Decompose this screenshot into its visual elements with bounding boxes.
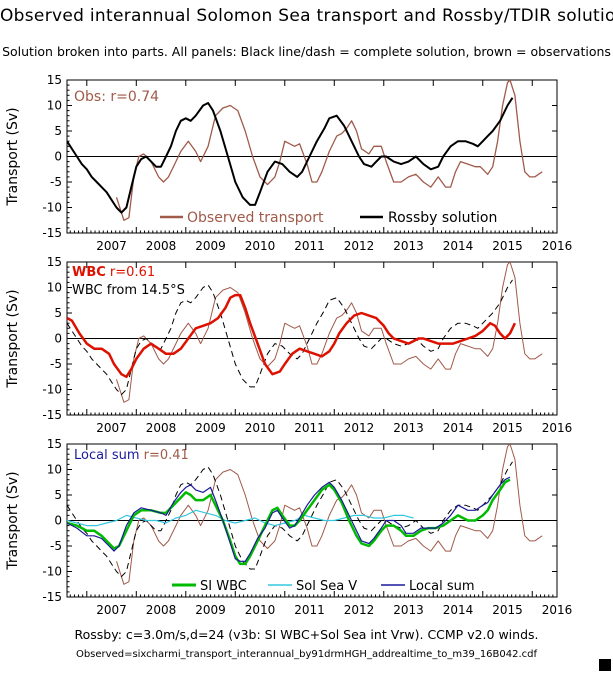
x-tick-label: 2014 <box>443 239 474 253</box>
x-tick-label: 2008 <box>146 239 177 253</box>
series-sol-sea-v <box>67 509 414 527</box>
y-tick-label: 15 <box>47 255 62 269</box>
chart-title: Observed interannual Solomon Sea transpo… <box>0 6 613 26</box>
y-tick-label: 5 <box>54 124 62 138</box>
panel-top: -15 -10 -5 0 5 10 15 2007 2008 2009 2010 2011 2012 20… <box>5 73 572 253</box>
y-tick-label: -5 <box>50 357 62 371</box>
legend-label-local-sum: Local sum <box>409 579 475 594</box>
y-tick-label: -5 <box>50 539 62 553</box>
y-tick-label: -10 <box>42 565 62 579</box>
x-tick-label: 2013 <box>393 239 424 253</box>
y-tick-label: 10 <box>47 281 62 295</box>
x-tick-label: 2011 <box>294 603 325 617</box>
y-tick-label: 0 <box>54 514 62 528</box>
legend-label-observed: Observed transport <box>187 210 324 226</box>
footer-rossby-note: Rossby: c=3.0m/s,d=24 (v3b: SI WBC+Sol S… <box>74 627 539 642</box>
x-tick-label: 2008 <box>146 421 177 435</box>
series-rossby-solution <box>67 97 514 214</box>
series-rossby-solution <box>67 461 513 578</box>
x-tick-label: 2015 <box>492 239 523 253</box>
y-axis-label: Transport (Sv) <box>5 107 21 206</box>
legend-label-sol-sea-v: Sol Sea V <box>296 579 357 594</box>
x-tick-label: 2009 <box>195 421 226 435</box>
x-tick-label: 2010 <box>245 603 276 617</box>
x-tick-label: 2007 <box>96 603 127 617</box>
x-tick-label: 2010 <box>245 239 276 253</box>
panel-middle: -15 -10 -5 0 5 10 15 2007 2008 2009 2010 2011 2012 20… <box>5 255 572 435</box>
y-tick-label: -10 <box>42 201 62 215</box>
x-tick-label: 2007 <box>96 421 127 435</box>
y-tick-label: 15 <box>47 437 62 451</box>
x-tick-label: 2008 <box>146 603 177 617</box>
x-tick-label: 2009 <box>195 603 226 617</box>
footer-observed-file: Observed=sixcharmi_transport_interannual… <box>75 649 538 660</box>
annotation-wbc-from: WBC from 14.5°S <box>72 283 185 298</box>
x-tick-label: 2013 <box>393 603 424 617</box>
y-tick-label: 5 <box>54 306 62 320</box>
series-observed-transport <box>115 80 543 221</box>
annotation-obs-r: Obs: r=0.74 <box>74 89 159 105</box>
series-observed-transport <box>116 444 543 585</box>
legend-label-si-wbc: SI WBC <box>200 579 247 594</box>
y-axis-label: Transport (Sv) <box>5 289 21 388</box>
y-tick-label: -10 <box>42 383 62 397</box>
y-tick-label: 5 <box>54 488 62 502</box>
y-tick-label: -15 <box>42 226 62 240</box>
x-tick-label: 2015 <box>492 421 523 435</box>
y-tick-label: -15 <box>42 408 62 422</box>
x-tick-label: 2012 <box>344 239 375 253</box>
x-tick-label: 2007 <box>96 239 127 253</box>
x-tick-label: 2013 <box>393 421 424 435</box>
annotation-wbc-r: WBC r=0.61 <box>72 265 155 280</box>
series-rossby-solution <box>67 279 513 396</box>
y-axis-label: Transport (Sv) <box>5 471 21 570</box>
y-tick-label: 10 <box>47 463 62 477</box>
annotation-local-sum-r: Local sum r=0.41 <box>74 448 189 463</box>
x-tick-label: 2014 <box>443 603 474 617</box>
y-tick-label: -5 <box>50 175 62 189</box>
series-wbc <box>67 293 517 379</box>
legend-label-rossby: Rossby solution <box>388 210 497 226</box>
series-local-sum <box>67 476 511 562</box>
y-tick-label: 10 <box>47 99 62 113</box>
y-tick-label: 0 <box>54 332 62 346</box>
x-tick-label: 2015 <box>492 603 523 617</box>
corner-marker <box>599 659 611 671</box>
x-tick-label: 2011 <box>294 239 325 253</box>
x-tick-label: 2012 <box>344 603 375 617</box>
x-tick-label: 2009 <box>195 239 226 253</box>
x-tick-label: 2014 <box>443 421 474 435</box>
y-tick-label: -15 <box>42 590 62 604</box>
series-observed-transport <box>116 262 543 403</box>
chart-subtitle: Solution broken into parts. All panels: … <box>2 44 611 59</box>
x-tick-label: 2012 <box>344 421 375 435</box>
x-tick-label: 2011 <box>294 421 325 435</box>
y-tick-label: 15 <box>47 73 62 87</box>
x-tick-label: 2010 <box>245 421 276 435</box>
x-tick-label: 2016 <box>542 421 573 435</box>
x-tick-label: 2016 <box>542 239 573 253</box>
panel-bottom: -15 -10 -5 0 5 10 15 2007 2008 2009 2010 2011 2012 20… <box>5 437 572 617</box>
y-tick-label: 0 <box>54 150 62 164</box>
x-tick-label: 2016 <box>542 603 573 617</box>
